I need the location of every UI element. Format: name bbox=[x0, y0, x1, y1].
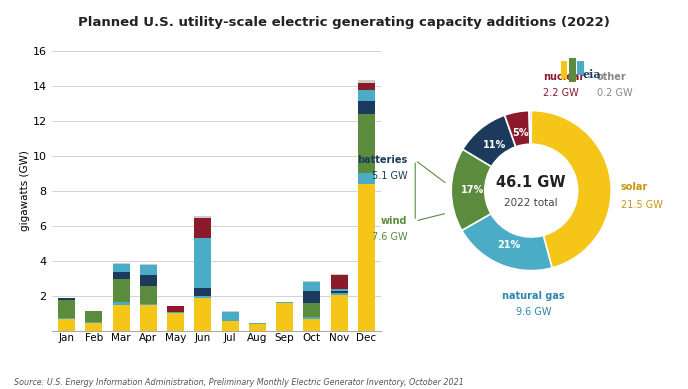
Bar bbox=[195, 298, 211, 331]
Text: 46%: 46% bbox=[577, 178, 601, 188]
Bar bbox=[113, 305, 129, 331]
Bar bbox=[85, 322, 103, 323]
Bar bbox=[276, 302, 293, 303]
Bar bbox=[195, 218, 211, 238]
Wedge shape bbox=[504, 110, 530, 147]
Bar bbox=[195, 216, 211, 218]
Bar bbox=[561, 61, 568, 79]
Bar bbox=[358, 184, 375, 331]
Bar bbox=[358, 102, 375, 114]
Bar bbox=[303, 317, 321, 319]
Bar bbox=[195, 238, 211, 288]
Bar bbox=[167, 313, 184, 331]
Bar bbox=[140, 305, 157, 331]
Bar bbox=[85, 323, 103, 331]
Text: natural gas: natural gas bbox=[502, 291, 565, 301]
Bar bbox=[58, 298, 75, 300]
Bar bbox=[222, 311, 239, 312]
Bar bbox=[358, 90, 375, 102]
Text: 5%: 5% bbox=[513, 128, 529, 138]
Bar bbox=[303, 282, 321, 291]
Bar bbox=[113, 272, 129, 279]
Text: Source: U.S. Energy Information Administration, Preliminary Monthly Electric Gen: Source: U.S. Energy Information Administ… bbox=[14, 378, 464, 387]
Bar bbox=[58, 318, 75, 319]
Bar bbox=[331, 275, 347, 289]
Bar bbox=[358, 83, 375, 90]
Bar bbox=[222, 315, 239, 321]
Bar bbox=[113, 264, 129, 272]
Bar bbox=[331, 295, 347, 331]
Bar bbox=[195, 296, 211, 298]
Bar bbox=[331, 291, 347, 293]
Text: 46.1 GW: 46.1 GW bbox=[497, 175, 566, 190]
Bar bbox=[140, 286, 157, 303]
Text: 9.6 GW: 9.6 GW bbox=[516, 307, 551, 317]
Wedge shape bbox=[462, 214, 552, 271]
Bar bbox=[569, 58, 576, 82]
Text: 5.1 GW: 5.1 GW bbox=[372, 171, 407, 181]
Bar bbox=[58, 300, 75, 318]
Bar bbox=[303, 291, 321, 303]
Bar bbox=[140, 275, 157, 286]
Bar bbox=[249, 323, 266, 324]
Bar bbox=[222, 321, 239, 331]
Bar bbox=[358, 81, 375, 83]
Text: batteries: batteries bbox=[357, 155, 407, 165]
Bar bbox=[276, 303, 293, 331]
Bar bbox=[140, 265, 157, 275]
Bar bbox=[140, 264, 157, 265]
Text: Planned U.S. utility-scale electric generating capacity additions (2022): Planned U.S. utility-scale electric gene… bbox=[78, 16, 610, 28]
Text: other: other bbox=[597, 72, 627, 82]
Text: 0.2 GW: 0.2 GW bbox=[597, 88, 632, 98]
Text: 11%: 11% bbox=[483, 140, 506, 150]
Bar bbox=[167, 312, 184, 313]
Text: 2022 total: 2022 total bbox=[504, 198, 558, 208]
Bar bbox=[331, 289, 347, 291]
Bar bbox=[222, 312, 239, 315]
Bar bbox=[303, 303, 321, 317]
Wedge shape bbox=[531, 110, 611, 268]
Text: 7.6 GW: 7.6 GW bbox=[372, 232, 407, 242]
Text: nuclear: nuclear bbox=[544, 72, 585, 82]
Text: 21.5 GW: 21.5 GW bbox=[621, 200, 663, 210]
Bar bbox=[577, 61, 584, 75]
Bar bbox=[249, 324, 266, 331]
Text: 17%: 17% bbox=[461, 185, 484, 195]
Wedge shape bbox=[451, 149, 491, 230]
Text: 2.2 GW: 2.2 GW bbox=[544, 88, 579, 98]
Bar bbox=[113, 302, 129, 305]
Bar bbox=[331, 274, 347, 275]
Bar bbox=[195, 288, 211, 296]
Bar bbox=[358, 173, 375, 184]
Wedge shape bbox=[529, 110, 531, 144]
Bar bbox=[140, 303, 157, 305]
Bar bbox=[58, 319, 75, 331]
Text: wind: wind bbox=[380, 216, 407, 226]
Bar bbox=[303, 281, 321, 282]
Bar bbox=[167, 306, 184, 312]
Wedge shape bbox=[463, 115, 516, 166]
Bar bbox=[113, 263, 129, 264]
Bar bbox=[358, 114, 375, 173]
Y-axis label: gigawatts (GW): gigawatts (GW) bbox=[20, 150, 30, 231]
Text: 21%: 21% bbox=[497, 240, 521, 250]
Text: eia: eia bbox=[582, 69, 601, 80]
Text: solar: solar bbox=[621, 182, 648, 192]
Bar bbox=[331, 293, 347, 295]
Bar bbox=[85, 311, 103, 322]
Bar bbox=[303, 319, 321, 331]
Bar bbox=[113, 279, 129, 302]
